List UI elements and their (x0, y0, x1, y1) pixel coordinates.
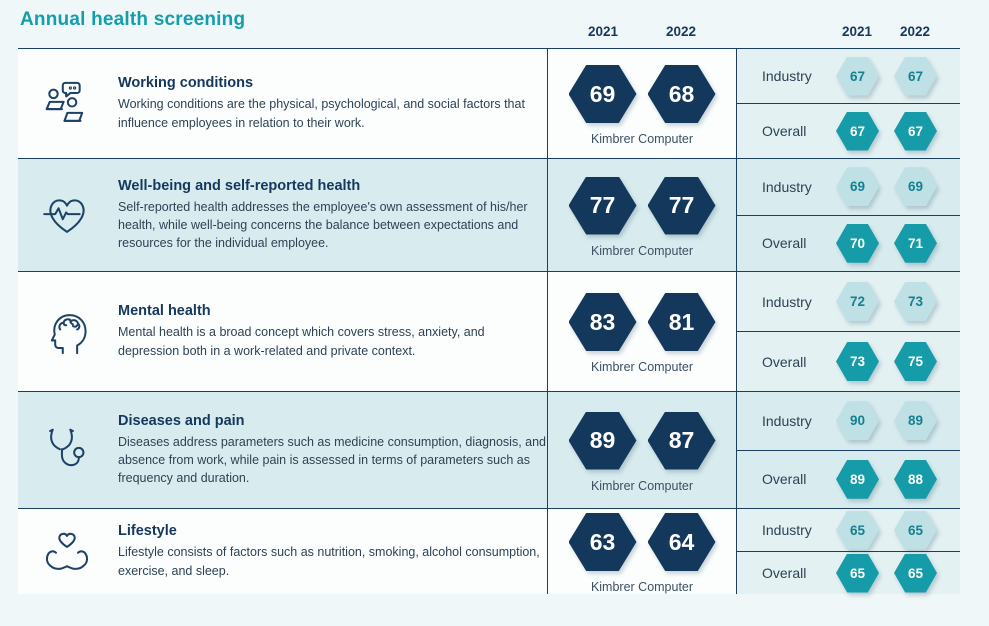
category-row-mental-health: Mental health Mental health is a broad c… (18, 271, 960, 391)
industry-row: Industry 67 67 (737, 49, 960, 104)
benchmark-year-2021: 2021 (841, 24, 873, 39)
company-score-2021: 69 (568, 65, 637, 123)
company-label: Kimbrer Computer (590, 243, 694, 258)
category-row-working-conditions: Working conditions Working conditions ar… (18, 48, 960, 158)
company-score-2021: 89 (568, 411, 637, 470)
category-heading: Diseases and pain (118, 412, 245, 429)
hands-heart-icon (38, 525, 96, 579)
company-score-2022: 87 (647, 411, 716, 470)
category-description: Working conditions are the physical, psy… (118, 97, 525, 130)
category-description: Lifestyle consists of factors such as nu… (118, 545, 540, 578)
industry-row: Industry 65 65 (737, 509, 960, 552)
industry-score-2021: 72 (836, 282, 879, 321)
company-label: Kimbrer Computer (590, 132, 694, 146)
people-laptops-chat-icon (38, 77, 96, 131)
overall-label: Overall (762, 123, 807, 139)
heart-pulse-icon (38, 188, 96, 242)
overall-label: Overall (762, 235, 807, 252)
company-year-2022: 2022 (665, 24, 697, 39)
overall-score-2022: 71 (894, 223, 937, 263)
year-header: 2021 2022 2021 2022 (18, 20, 960, 48)
industry-score-2022: 73 (894, 282, 937, 321)
company-scores: 83 81 Kimbrer Computer (547, 272, 737, 391)
overall-row: Overall 70 71 (737, 216, 960, 272)
company-scores: 89 87 Kimbrer Computer (547, 392, 737, 508)
industry-row: Industry 69 69 (737, 159, 960, 216)
overall-label: Overall (762, 471, 807, 488)
category-heading: Working conditions (118, 75, 254, 92)
industry-score-2022: 89 (894, 401, 937, 441)
industry-label: Industry (762, 293, 812, 310)
category-description: Self-reported health addresses the emplo… (118, 199, 528, 251)
category-heading: Lifestyle (118, 523, 177, 540)
page-title: Annual health screening (20, 9, 246, 30)
company-scores: 63 64 Kimbrer Computer (547, 509, 737, 594)
industry-score-2022: 67 (894, 56, 937, 96)
industry-label: Industry (762, 68, 812, 84)
overall-row: Overall 65 65 (737, 552, 960, 594)
overall-score-2021: 67 (836, 111, 879, 151)
company-score-2021: 83 (568, 293, 637, 351)
report-table: 2021 2022 2021 2022 Wo (18, 20, 960, 594)
company-label: Kimbrer Computer (590, 580, 694, 594)
overall-row: Overall 67 67 (737, 104, 960, 158)
stethoscope-icon (38, 423, 96, 477)
overall-score-2021: 65 (836, 553, 879, 593)
company-label: Kimbrer Computer (590, 478, 694, 493)
benchmark-scores: Industry 69 69 Overall 70 71 (737, 159, 960, 271)
overall-score-2021: 89 (836, 459, 879, 499)
company-score-2021: 77 (568, 176, 637, 235)
overall-label: Overall (762, 353, 807, 370)
company-year-2021: 2021 (587, 24, 619, 39)
company-score-2022: 81 (647, 293, 716, 351)
overall-score-2021: 70 (836, 223, 879, 263)
company-score-2022: 64 (647, 513, 716, 571)
category-row-well-being: Well-being and self-reported health Self… (18, 158, 960, 271)
industry-score-2021: 67 (836, 56, 879, 96)
overall-row: Overall 73 75 (737, 332, 960, 391)
category-description: Diseases address parameters such as medi… (118, 434, 547, 486)
category-heading: Well-being and self-reported health (118, 177, 361, 194)
benchmark-scores: Industry 72 73 Overall 73 75 (737, 272, 960, 391)
industry-label: Industry (762, 522, 812, 538)
category-info: Well-being and self-reported health Self… (18, 159, 547, 271)
category-info: Diseases and pain Diseases address param… (18, 392, 547, 508)
industry-score-2022: 69 (894, 167, 937, 207)
benchmark-scores: Industry 90 89 Overall 89 88 (737, 392, 960, 508)
company-score-2022: 77 (647, 176, 716, 235)
benchmark-scores: Industry 67 67 Overall 67 67 (737, 49, 960, 158)
category-info: Lifestyle Lifestyle consists of factors … (18, 509, 547, 594)
category-heading: Mental health (118, 303, 211, 320)
benchmark-year-2022: 2022 (899, 24, 931, 39)
company-scores: 77 77 Kimbrer Computer (547, 159, 737, 271)
category-info: Working conditions Working conditions ar… (18, 49, 547, 158)
industry-label: Industry (762, 178, 812, 195)
company-scores: 69 68 Kimbrer Computer (547, 49, 737, 158)
company-score-2022: 68 (647, 65, 716, 123)
company-score-2021: 63 (568, 513, 637, 571)
industry-score-2021: 90 (836, 401, 879, 441)
overall-score-2022: 88 (894, 459, 937, 499)
head-brain-icon (38, 305, 96, 359)
overall-row: Overall 89 88 (737, 451, 960, 509)
overall-score-2022: 75 (894, 342, 937, 381)
benchmark-scores: Industry 65 65 Overall 65 65 (737, 509, 960, 594)
overall-label: Overall (762, 565, 807, 581)
overall-score-2021: 73 (836, 342, 879, 381)
industry-score-2021: 69 (836, 167, 879, 207)
industry-row: Industry 72 73 (737, 272, 960, 332)
category-row-lifestyle: Lifestyle Lifestyle consists of factors … (18, 508, 960, 594)
company-label: Kimbrer Computer (590, 360, 694, 374)
industry-label: Industry (762, 412, 812, 429)
industry-score-2022: 65 (894, 510, 937, 550)
industry-score-2021: 65 (836, 510, 879, 550)
category-row-diseases-pain: Diseases and pain Diseases address param… (18, 391, 960, 508)
overall-score-2022: 65 (894, 553, 937, 593)
category-info: Mental health Mental health is a broad c… (18, 272, 547, 391)
category-description: Mental health is a broad concept which c… (118, 325, 485, 358)
industry-row: Industry 90 89 (737, 392, 960, 451)
overall-score-2022: 67 (894, 111, 937, 151)
